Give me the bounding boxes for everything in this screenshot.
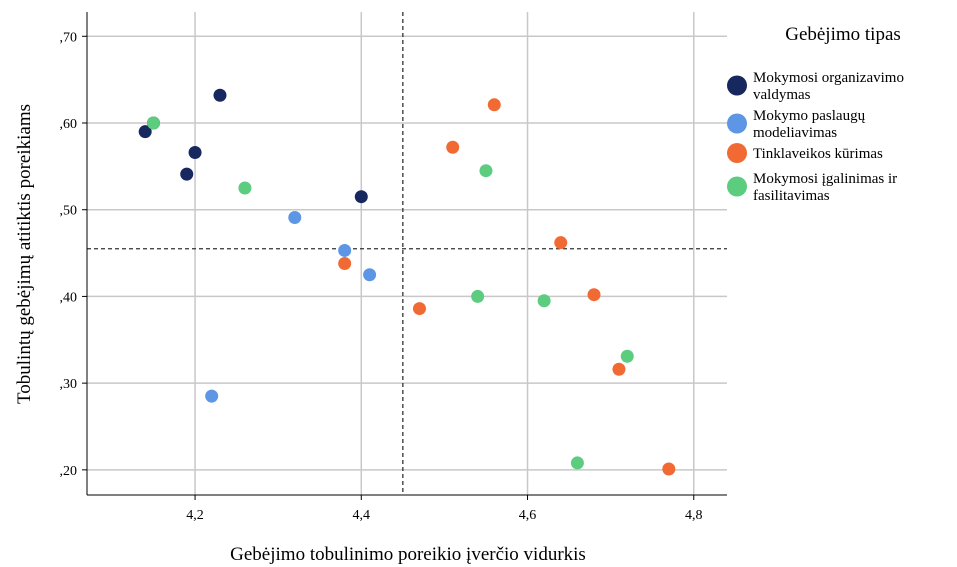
axes: [82, 12, 727, 500]
data-point: [354, 190, 368, 204]
data-point: [363, 268, 377, 282]
data-point: [238, 181, 252, 195]
data-point: [587, 288, 601, 302]
y-tick-label: ,70: [60, 30, 78, 45]
x-tick-label: 4,6: [519, 508, 537, 523]
data-point: [180, 167, 194, 181]
legend-item: Tinklaveikos kūrimas: [727, 143, 883, 163]
legend-title: Gebėjimo tipas: [785, 24, 901, 45]
legend: Gebėjimo tipas Mokymosi organizavimovald…: [727, 24, 904, 204]
y-tick-label: ,20: [60, 464, 78, 479]
data-point: [479, 164, 493, 178]
data-point: [662, 462, 676, 476]
data-point: [138, 125, 152, 139]
legend-marker: [727, 75, 747, 96]
legend-label: modeliavimas: [753, 125, 837, 141]
legend-marker: [727, 143, 747, 163]
data-points: [138, 88, 676, 476]
reference-lines: [87, 12, 727, 495]
data-point: [487, 98, 501, 112]
legend-marker: [727, 176, 747, 197]
y-tick-label: ,30: [60, 377, 78, 392]
legend-marker: [727, 113, 747, 134]
legend-label: Tinklaveikos kūrimas: [753, 146, 883, 162]
data-point: [554, 236, 568, 250]
x-tick-label: 4,8: [685, 508, 703, 523]
data-point: [205, 389, 219, 403]
y-axis-title: Tobulintų gebėjimų atitiktis poreikiams: [14, 104, 35, 404]
data-point: [213, 88, 227, 102]
y-tick-label: ,50: [60, 204, 78, 219]
y-tick-label: ,40: [60, 290, 78, 305]
legend-label: fasilitavimas: [753, 188, 830, 204]
data-point: [338, 243, 352, 257]
data-point: [537, 294, 551, 308]
data-point: [338, 256, 352, 270]
legend-label: valdymas: [753, 87, 811, 103]
data-point: [612, 362, 626, 376]
data-point: [446, 140, 460, 154]
grid-lines: [87, 12, 727, 495]
legend-label: Mokymosi įgalinimas ir: [753, 171, 897, 187]
legend-label: Mokymo paslaugų: [753, 108, 866, 124]
data-point: [146, 116, 160, 130]
x-tick-label: 4,2: [186, 508, 204, 523]
x-axis-title: Gebėjimo tobulinimo poreikio įverčio vid…: [230, 544, 586, 565]
data-point: [288, 211, 302, 225]
data-point: [570, 456, 584, 470]
data-point: [188, 145, 202, 159]
data-point: [620, 349, 634, 363]
legend-label: Mokymosi organizavimo: [753, 70, 904, 86]
tick-labels: 4,2 4,4 4,6 4,8 ,20 ,30 ,40 ,50 ,60 ,70: [60, 30, 703, 523]
y-tick-label: ,60: [60, 117, 78, 132]
data-point: [471, 289, 485, 303]
data-point: [412, 302, 426, 316]
x-tick-label: 4,4: [353, 508, 371, 523]
